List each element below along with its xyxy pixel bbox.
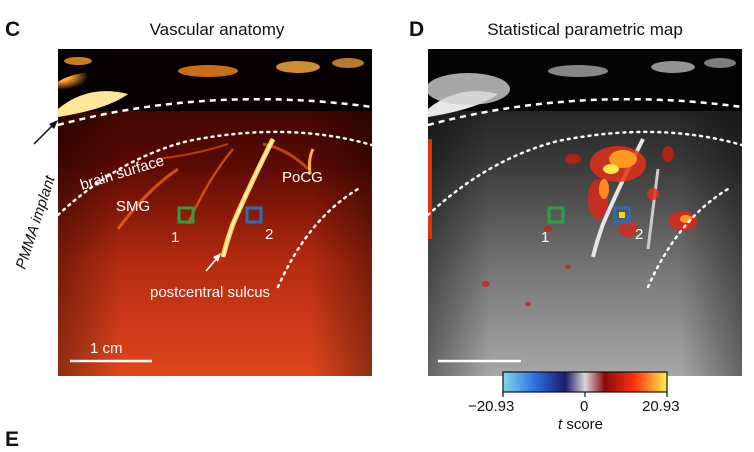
- vascular-anatomy-image: brain surface SMG PoCG 1 2 postcentral s…: [58, 49, 372, 376]
- activation-clusters: [482, 146, 697, 306]
- colorbar-title-rest: score: [562, 416, 604, 433]
- colorbar-title-italic: t: [558, 416, 563, 433]
- colorbar-mid-label: 0: [580, 398, 589, 415]
- panel-c-letter: C: [5, 18, 21, 41]
- pmma-annotation: PMMA implant: [13, 120, 59, 271]
- roi-2-label-d: 2: [635, 226, 643, 243]
- roi-1-box-d: [547, 206, 565, 224]
- sulcus-dotted-line: [276, 187, 360, 289]
- pocg-label: PoCG: [282, 169, 323, 186]
- colorbar-min-label: −20.93: [468, 398, 515, 415]
- roi-2-box-d: [613, 206, 631, 224]
- brain-surface-dotted-line: [58, 130, 372, 217]
- panel-c-title: Vascular anatomy: [149, 20, 285, 39]
- panel-d-title: Statistical parametric map: [487, 20, 683, 39]
- panel-e-letter: E: [5, 428, 20, 451]
- implant-dashed-line: [58, 97, 372, 127]
- brain-surface-dotted-line-d: [428, 130, 742, 217]
- roi-1-box: [177, 206, 195, 224]
- implant-dashed-line-d: [428, 97, 742, 127]
- statistical-parametric-map-image: 1 2: [428, 49, 742, 376]
- roi-1-label-d: 1: [541, 229, 549, 246]
- scale-bar-label: 1 cm: [90, 340, 123, 357]
- roi-2-box: [245, 206, 263, 224]
- smg-label: SMG: [116, 198, 150, 215]
- roi-2-label: 2: [265, 226, 273, 243]
- pmma-implant-label: PMMA implant: [13, 173, 59, 271]
- colorbar-title: t score: [558, 416, 603, 433]
- panel-d-letter: D: [409, 18, 425, 41]
- roi-1-label: 1: [171, 229, 179, 246]
- postcentral-sulcus-label: postcentral sulcus: [150, 284, 270, 301]
- colorbar-max-label: 20.93: [642, 398, 680, 415]
- t-score-colorbar: [502, 371, 668, 397]
- sulcus-dotted-line-d: [646, 187, 730, 289]
